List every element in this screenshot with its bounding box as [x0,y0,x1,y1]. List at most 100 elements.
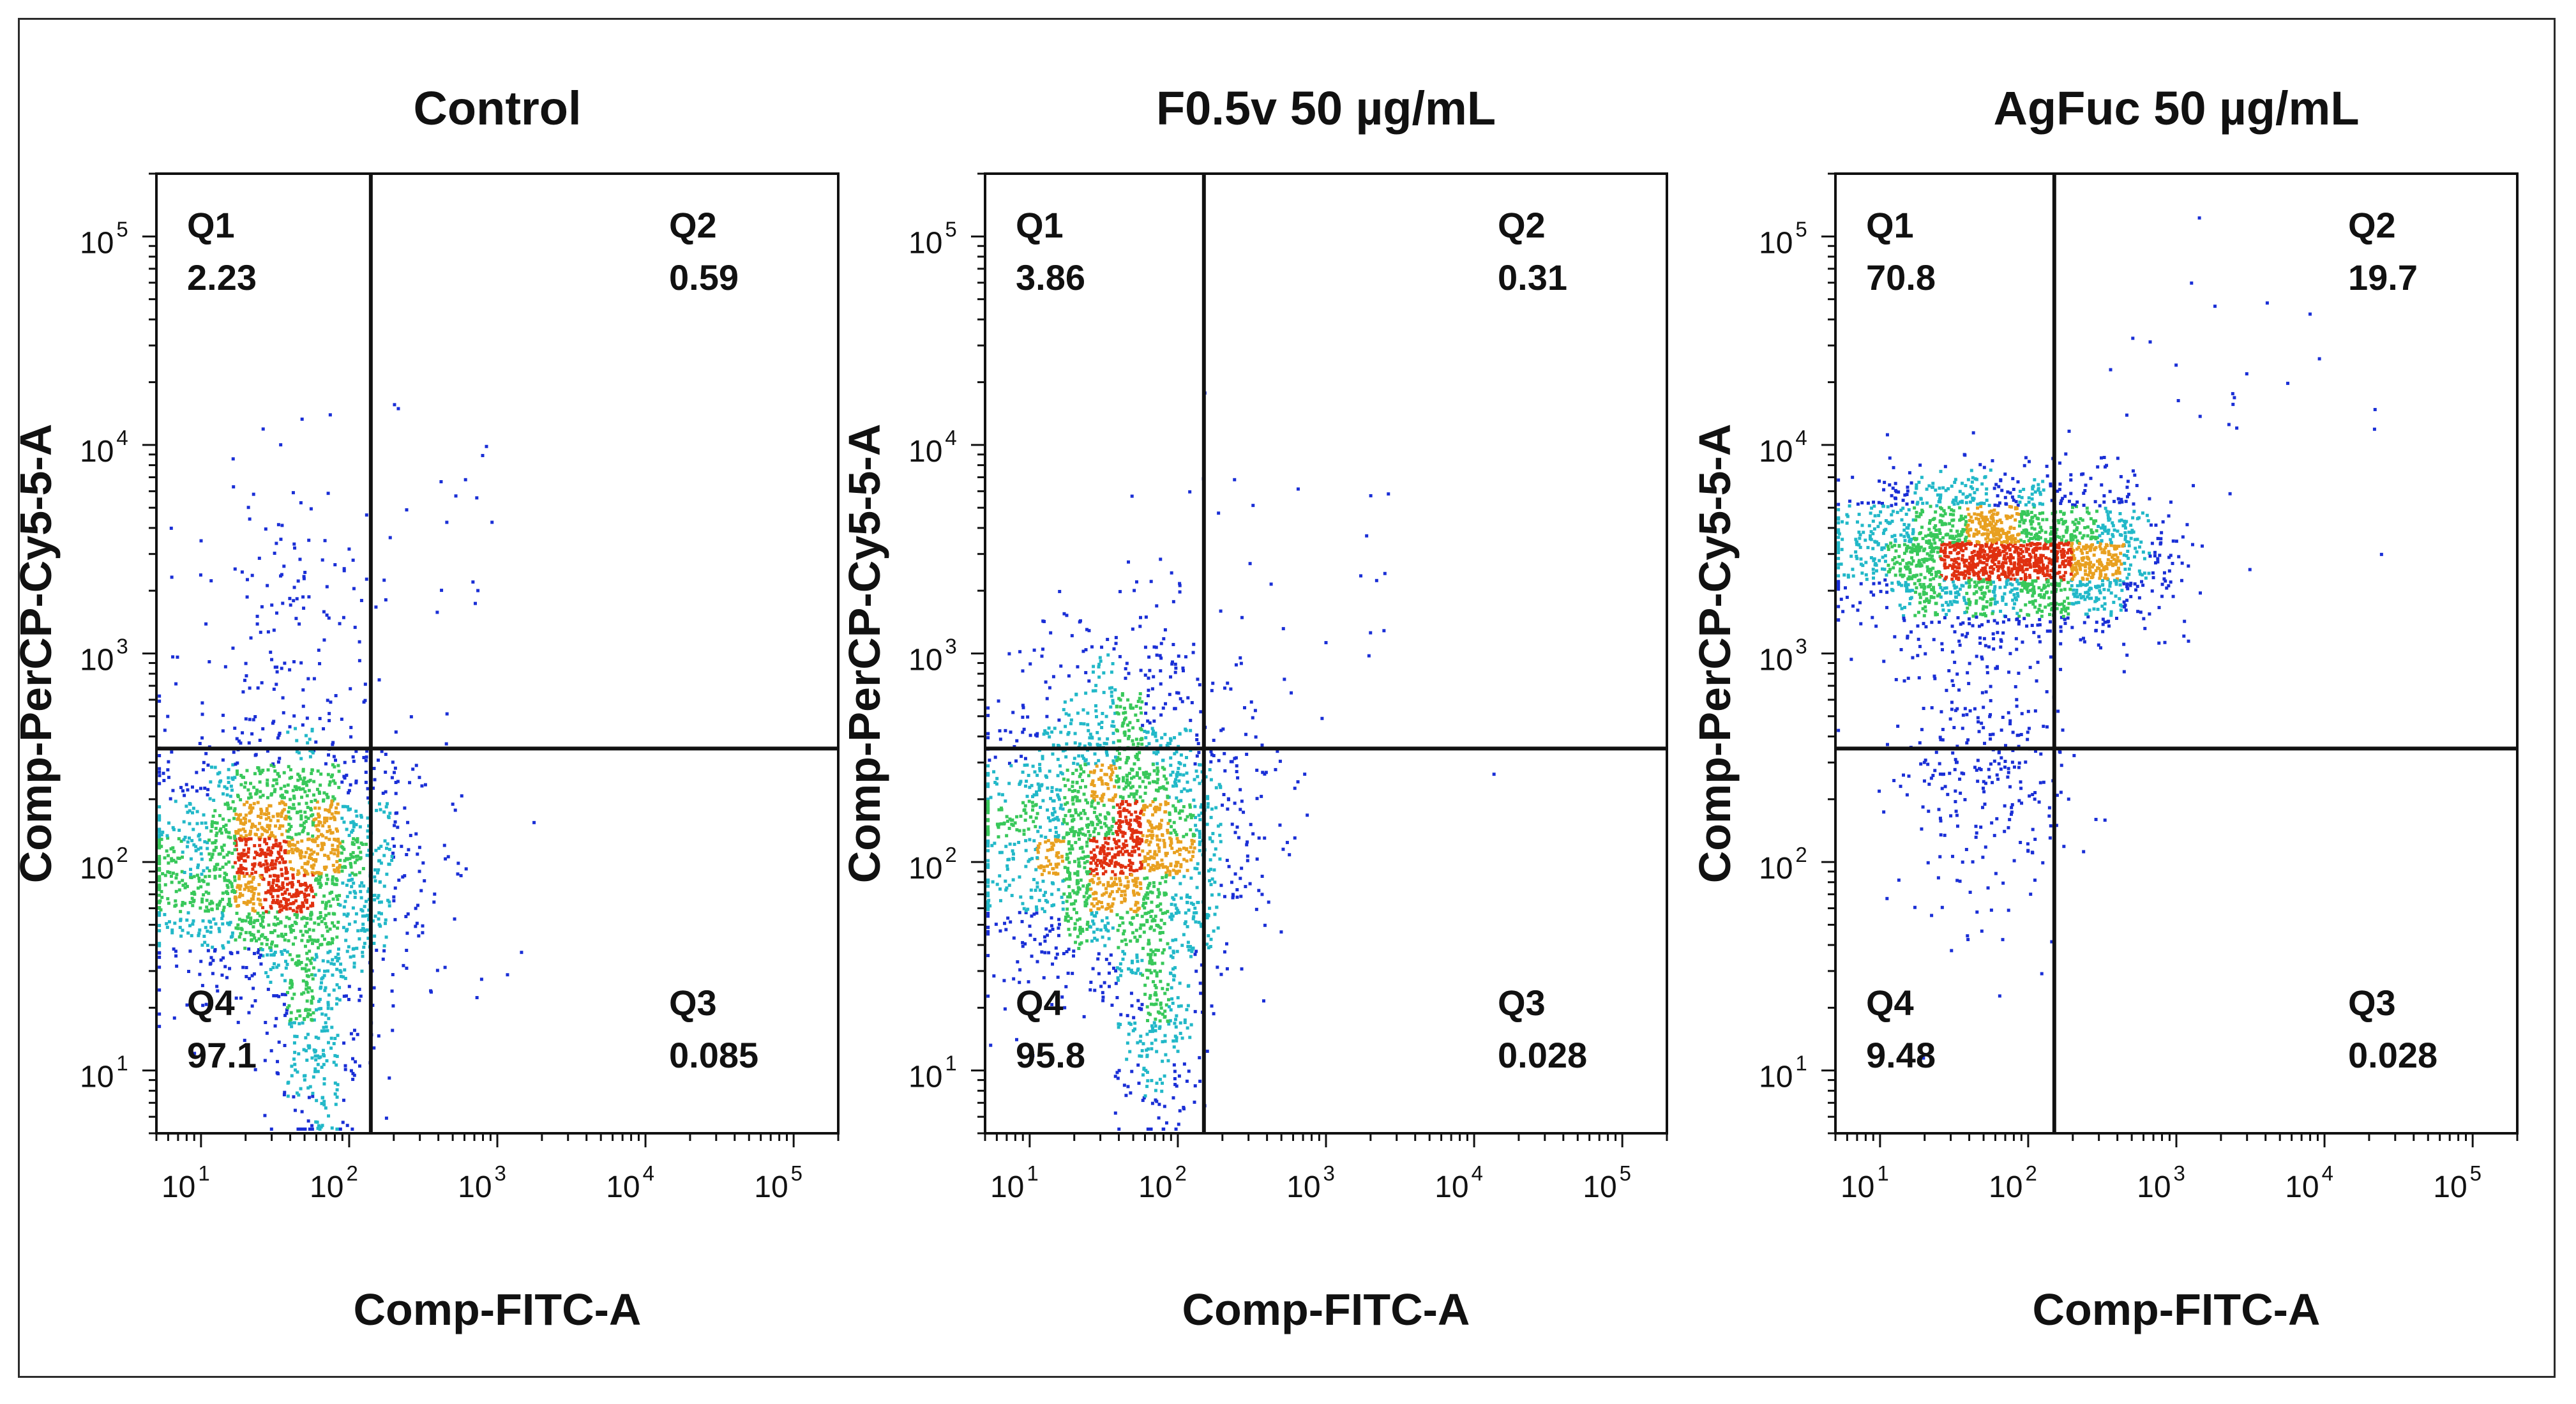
event-dot [1153,953,1157,956]
event-dot [163,912,167,916]
event-dot [1111,720,1115,723]
event-dot [1185,833,1189,836]
event-dot [270,792,274,796]
event-dot [1046,808,1050,812]
event-dot [1169,1008,1173,1012]
event-dot [331,958,335,962]
event-dot [1088,838,1092,842]
event-dot [1119,795,1122,799]
event-dot [292,1095,296,1099]
event-dot [185,783,188,787]
event-dot [166,854,170,857]
event-dot [359,841,363,845]
event-dot [331,763,335,767]
event-dot [269,953,273,957]
event-dot [1148,969,1152,972]
event-dot [479,978,483,981]
event-dot [286,829,290,833]
event-dot [1090,794,1094,797]
event-dot [256,686,260,690]
event-dot [1120,889,1124,893]
event-dot [260,947,264,951]
event-dot [221,849,225,852]
event-dot [1172,898,1176,902]
event-dot [244,813,248,817]
event-dot [1117,1022,1120,1026]
event-dot [375,808,379,812]
event-dot [423,879,426,883]
event-dot [1293,787,1297,790]
event-dot [1177,779,1181,783]
event-dot [322,1025,326,1029]
x-tick-label: 10 1 [990,1161,1039,1204]
event-dot [1129,868,1133,872]
y-tick-label-base: 10 [80,1061,114,1094]
event-dot [316,843,320,847]
event-dot [1166,998,1170,1002]
event-dot [192,898,196,902]
event-dot [222,825,226,829]
event-dot [237,852,241,856]
event-dot [1113,711,1117,715]
event-dot [336,764,340,767]
event-dot [1198,683,1201,687]
event-dot [1021,704,1025,707]
event-dot [276,523,280,527]
event-dot [258,902,262,906]
event-dot [1163,842,1166,845]
event-dot [1290,691,1293,695]
event-dot [256,815,260,819]
event-dot [1263,836,1267,840]
event-dot [208,902,212,906]
event-dot [280,953,284,956]
event-dot [329,1036,333,1040]
event-dot [1090,902,1094,906]
event-dot [377,678,381,682]
event-dot [1083,744,1087,748]
event-dot [1096,957,1100,961]
event-dot [1118,757,1122,761]
event-dot [1081,833,1085,836]
event-dot [212,849,216,852]
event-dot [1147,829,1150,833]
event-dot [405,853,409,857]
event-dot [1191,850,1195,854]
event-dot [1206,795,1210,799]
event-dot [1143,645,1147,649]
event-dot [1257,889,1261,893]
event-dot [1077,831,1081,835]
event-dot [1123,893,1127,897]
event-dot [333,848,336,852]
event-dot [1002,979,1006,983]
event-dot [203,940,207,944]
event-dot [352,1073,356,1077]
event-dot [1240,799,1244,803]
event-dot [312,1075,315,1079]
event-dot [1191,833,1195,836]
event-dot [1117,1127,1121,1131]
event-dot [1383,571,1387,575]
event-dot [998,850,1002,854]
event-dot [319,783,322,787]
event-dot [301,688,305,692]
event-dot [409,834,412,838]
event-dot [214,866,218,870]
event-dot [1065,833,1069,836]
event-dot [1171,770,1175,774]
event-dot [1138,1039,1142,1043]
event-dot [1118,590,1122,594]
event-dot [272,843,276,847]
event-dot [1056,774,1060,778]
event-dot [1076,762,1080,766]
event-dot [1034,825,1037,829]
event-dot [197,833,201,836]
event-dot [264,813,268,817]
event-dot [326,854,330,858]
event-dot [290,885,294,889]
event-dot [314,953,318,956]
event-dot [385,872,389,876]
event-dot [1129,970,1133,974]
event-dot [175,873,179,877]
event-dot [1172,1063,1176,1067]
quadrant-percent-q1: 3.86 [1016,257,1085,298]
